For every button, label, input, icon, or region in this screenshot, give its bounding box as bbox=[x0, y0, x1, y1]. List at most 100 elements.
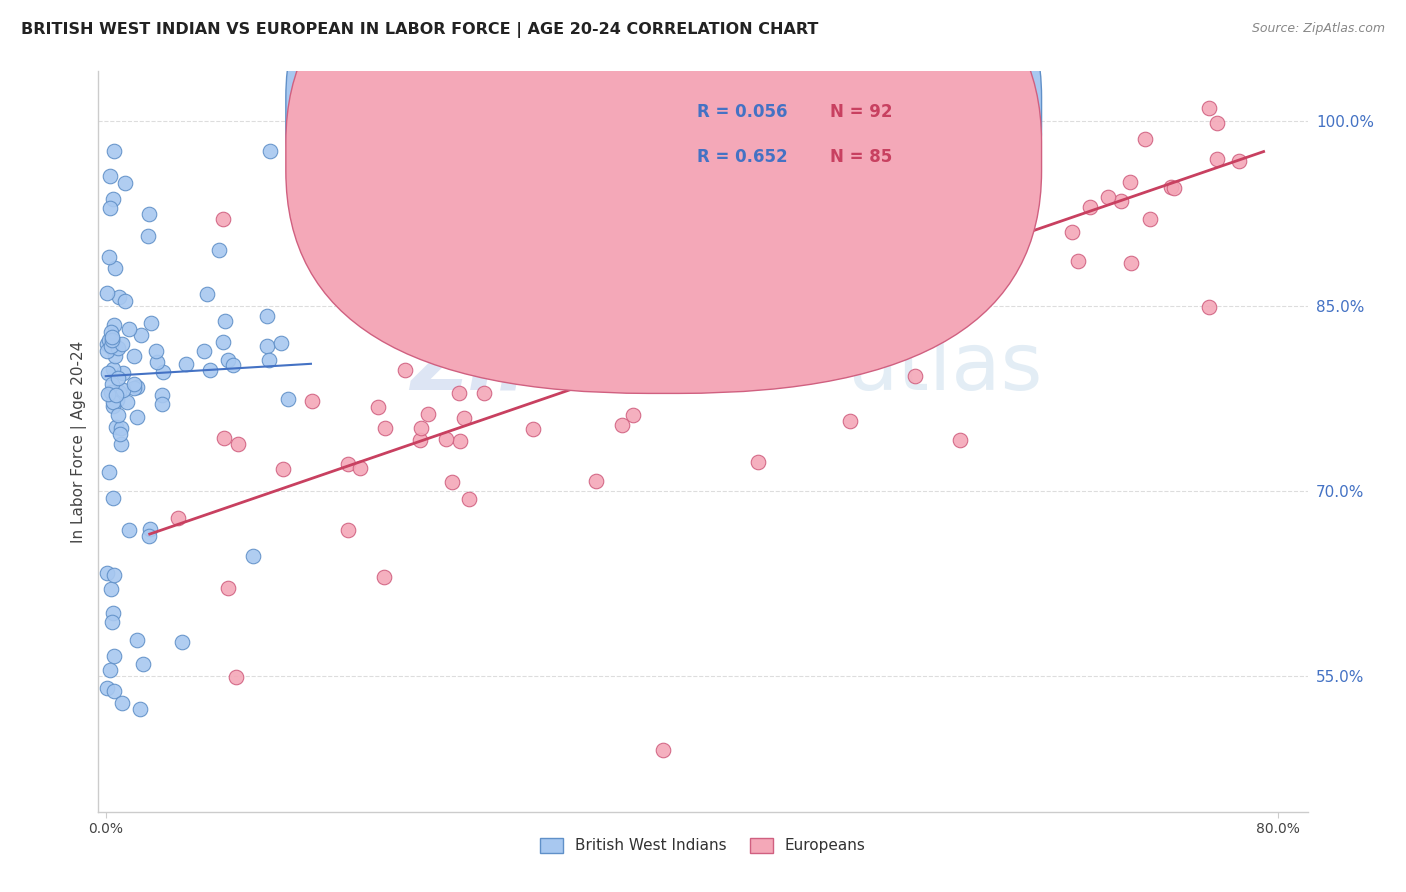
Text: BRITISH WEST INDIAN VS EUROPEAN IN LABOR FORCE | AGE 20-24 CORRELATION CHART: BRITISH WEST INDIAN VS EUROPEAN IN LABOR… bbox=[21, 22, 818, 38]
Point bbox=[657, 368, 679, 383]
Point bbox=[1067, 254, 1090, 268]
Point bbox=[337, 457, 360, 471]
Text: N = 85: N = 85 bbox=[830, 147, 893, 166]
Point bbox=[212, 212, 235, 227]
Point bbox=[903, 368, 925, 383]
Point bbox=[108, 426, 131, 441]
Point bbox=[118, 321, 141, 335]
Point bbox=[256, 310, 278, 324]
Point bbox=[562, 349, 585, 363]
Point bbox=[1198, 300, 1220, 314]
Point bbox=[217, 352, 239, 367]
Point bbox=[1227, 153, 1250, 168]
Point bbox=[139, 522, 162, 536]
Point bbox=[522, 422, 544, 436]
Point bbox=[217, 581, 239, 595]
Point bbox=[208, 243, 231, 257]
Point bbox=[107, 341, 129, 355]
Point bbox=[118, 524, 141, 538]
Point bbox=[1133, 132, 1156, 146]
Point bbox=[911, 307, 934, 321]
Point bbox=[101, 330, 124, 344]
Point bbox=[212, 334, 235, 349]
Point bbox=[336, 524, 359, 538]
Point bbox=[301, 394, 323, 409]
Point bbox=[834, 232, 856, 246]
Point bbox=[103, 649, 125, 664]
Point bbox=[716, 285, 738, 300]
Point bbox=[367, 400, 389, 414]
Point bbox=[967, 211, 990, 225]
Point bbox=[150, 397, 173, 411]
Point bbox=[830, 233, 852, 247]
Point bbox=[104, 349, 127, 363]
Point bbox=[110, 420, 132, 434]
Point bbox=[538, 316, 561, 330]
Point bbox=[198, 363, 221, 377]
Point bbox=[97, 366, 120, 380]
Point bbox=[904, 244, 927, 258]
Point bbox=[949, 433, 972, 447]
Point bbox=[101, 491, 124, 505]
Point bbox=[150, 388, 173, 402]
Point bbox=[195, 286, 218, 301]
Point bbox=[98, 169, 121, 183]
Point bbox=[610, 418, 633, 433]
Point bbox=[122, 349, 145, 363]
Point bbox=[259, 353, 281, 368]
Point bbox=[112, 367, 135, 381]
Legend: British West Indians, Europeans: British West Indians, Europeans bbox=[534, 831, 872, 860]
Point bbox=[107, 384, 129, 399]
Point bbox=[100, 582, 122, 597]
Point bbox=[145, 355, 167, 369]
Point bbox=[97, 386, 120, 401]
Point bbox=[763, 318, 786, 332]
Point bbox=[225, 670, 247, 684]
Point bbox=[107, 408, 129, 422]
Point bbox=[747, 455, 769, 469]
Point bbox=[803, 310, 825, 324]
Point bbox=[96, 286, 118, 301]
Point bbox=[145, 344, 167, 359]
Point bbox=[96, 343, 118, 358]
Point bbox=[808, 233, 831, 247]
Point bbox=[172, 635, 194, 649]
Point bbox=[115, 394, 138, 409]
Point bbox=[845, 329, 868, 343]
Point bbox=[585, 475, 607, 489]
Point bbox=[114, 293, 136, 308]
Point bbox=[103, 568, 125, 582]
Point bbox=[122, 377, 145, 392]
Point bbox=[129, 702, 152, 716]
Point bbox=[152, 365, 174, 379]
Point bbox=[226, 437, 249, 451]
Text: atlas: atlas bbox=[848, 328, 1042, 407]
Text: R = 0.652: R = 0.652 bbox=[697, 147, 787, 166]
Point bbox=[96, 681, 118, 696]
Point bbox=[434, 433, 457, 447]
Point bbox=[612, 326, 634, 341]
Y-axis label: In Labor Force | Age 20-24: In Labor Force | Age 20-24 bbox=[72, 341, 87, 542]
FancyBboxPatch shape bbox=[285, 0, 1042, 349]
Point bbox=[103, 395, 125, 409]
Point bbox=[270, 336, 292, 351]
Point bbox=[1078, 200, 1101, 214]
Point bbox=[100, 326, 122, 340]
Point bbox=[394, 363, 416, 377]
Point bbox=[101, 333, 124, 347]
Point bbox=[929, 173, 952, 187]
Point bbox=[453, 410, 475, 425]
Point bbox=[101, 362, 124, 376]
Point bbox=[222, 358, 245, 372]
Text: Source: ZipAtlas.com: Source: ZipAtlas.com bbox=[1251, 22, 1385, 36]
Point bbox=[418, 407, 440, 421]
Point bbox=[127, 380, 149, 394]
Point bbox=[1139, 212, 1161, 227]
Point bbox=[713, 306, 735, 320]
Point bbox=[1060, 225, 1083, 239]
Point bbox=[100, 384, 122, 399]
Point bbox=[110, 437, 132, 451]
Point bbox=[461, 261, 484, 276]
Point bbox=[839, 414, 862, 428]
Point bbox=[271, 462, 294, 476]
